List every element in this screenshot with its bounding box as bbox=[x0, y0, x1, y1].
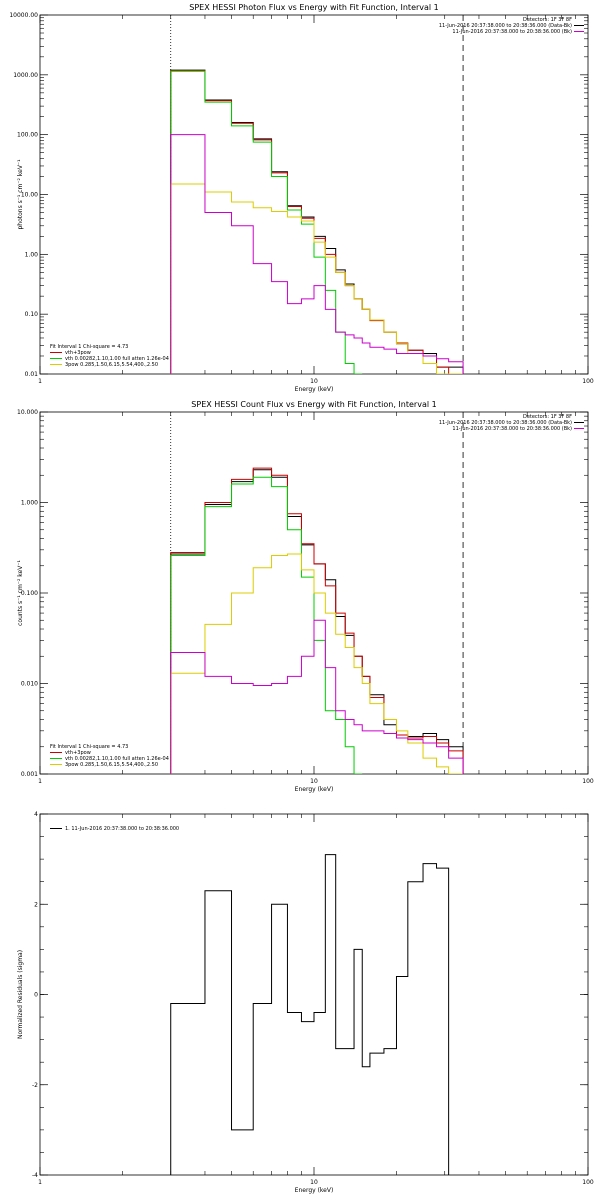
chart-2: SPEX HESSI Count Flux vs Energy with Fit… bbox=[17, 400, 594, 793]
plot-frame bbox=[39, 14, 589, 375]
y-tick-label: 1.00 bbox=[25, 251, 39, 258]
series-4-line bbox=[170, 553, 464, 774]
series-2-line bbox=[170, 467, 464, 774]
y-tick-label: 10.00 bbox=[21, 192, 38, 199]
legend-right-entry: Detectors: 1F 3F 8F bbox=[523, 414, 572, 420]
series-1-line bbox=[170, 469, 464, 774]
legend-left-entry: Fit Interval 1 Chi-square = 4.73 bbox=[50, 744, 128, 750]
plot-frame bbox=[39, 813, 589, 1176]
legend-left-entry: 1. 11-Jun-2016 20:37:38.000 to 20:38:36.… bbox=[65, 826, 179, 832]
y-tick-label: 10.000 bbox=[17, 409, 38, 416]
x-tick-label: 1 bbox=[38, 378, 42, 385]
y-axis-label: Normalized Residuals (sigma) bbox=[17, 950, 24, 1039]
x-axis-label: Energy (keV) bbox=[295, 386, 334, 393]
x-tick-label: 100 bbox=[582, 1179, 594, 1186]
legend-right-entry: 11-Jun-2016 20:37:38.000 to 20:38:36.000… bbox=[452, 29, 572, 35]
legend-right-entry: 11-Jun-2016 20:37:38.000 to 20:38:36.000… bbox=[452, 426, 572, 432]
legend-right-entry: 11-Jun-2016 20:37:38.000 to 20:38:36.000… bbox=[439, 23, 572, 29]
legend-left-entry: 3pow 0.285,1.50,6.15,5.54,400.,2.50 bbox=[65, 362, 158, 368]
series-3-line bbox=[170, 476, 363, 774]
x-tick-label: 1 bbox=[38, 778, 42, 785]
series-2-line bbox=[170, 70, 464, 374]
y-axis-label: photons s⁻¹ cm⁻² keV⁻¹ bbox=[17, 159, 24, 230]
chart-1: SPEX HESSI Photon Flux vs Energy with Fi… bbox=[9, 3, 594, 393]
series-4-line bbox=[170, 183, 464, 374]
chart-3: 1 10 100 Energy (keV) -4 -2 0 2 4 Normalized Resi… bbox=[17, 811, 594, 1194]
plot-area bbox=[170, 15, 464, 374]
x-tick-label: 10 bbox=[310, 778, 318, 785]
plot-area bbox=[170, 854, 450, 1175]
x-tick-label: 1 bbox=[38, 1179, 42, 1186]
legend-left-entry: vth 0.00282,1.10,1.00 full atten 1.26e-0… bbox=[65, 356, 169, 362]
x-axis-label: Energy (keV) bbox=[295, 786, 334, 793]
legend-left-entry: vth 0.00282,1.10,1.00 full atten 1.26e-0… bbox=[65, 756, 169, 762]
legend-right-entry: Detectors: 1F 3F 8F bbox=[523, 17, 572, 23]
y-tick-label: 0.01 bbox=[25, 371, 39, 378]
x-tick-label: 10 bbox=[310, 1179, 318, 1186]
plot-area bbox=[170, 412, 464, 774]
y-tick-label: -4 bbox=[32, 1172, 38, 1179]
y-tick-label: 1000.00 bbox=[13, 72, 38, 79]
y-tick-label: 0.001 bbox=[21, 771, 38, 778]
x-tick-label: 100 bbox=[582, 778, 594, 785]
series-1-line bbox=[170, 69, 464, 374]
series-3-line bbox=[170, 70, 363, 374]
series-5-line bbox=[170, 134, 464, 374]
legend-left-entry: vth+3pow bbox=[65, 350, 91, 356]
y-axis-label: counts s⁻¹ cm⁻² keV⁻¹ bbox=[17, 560, 24, 626]
legend-left-entry: 3pow 0.285,1.50,6.15,5.54,400.,2.50 bbox=[65, 762, 158, 768]
x-axis-label: Energy (keV) bbox=[295, 1187, 334, 1194]
legend-left-entry: Fit Interval 1 Chi-square = 4.73 bbox=[50, 344, 128, 350]
chart-title: SPEX HESSI Photon Flux vs Energy with Fi… bbox=[189, 3, 439, 12]
y-tick-label: 0.100 bbox=[21, 590, 38, 597]
legend-right-entry: 11-Jun-2016 20:37:38.000 to 20:38:36.000… bbox=[439, 420, 572, 426]
series-5-line bbox=[170, 619, 464, 774]
y-tick-label: 0.10 bbox=[25, 311, 39, 318]
x-tick-label: 100 bbox=[582, 378, 594, 385]
y-tick-label: 1.000 bbox=[21, 500, 38, 507]
legend-left-entry: vth+3pow bbox=[65, 750, 91, 756]
series-1-line bbox=[170, 854, 450, 1175]
y-tick-label: 100.00 bbox=[17, 132, 38, 139]
y-tick-label: 4 bbox=[34, 811, 38, 818]
y-tick-label: 0.010 bbox=[21, 681, 38, 688]
y-tick-label: 2 bbox=[34, 901, 38, 908]
x-tick-label: 10 bbox=[310, 378, 318, 385]
y-tick-label: 10000.00 bbox=[9, 12, 38, 19]
chart-title: SPEX HESSI Count Flux vs Energy with Fit… bbox=[191, 400, 436, 409]
y-tick-label: -2 bbox=[32, 1082, 38, 1089]
y-tick-label: 0 bbox=[34, 992, 38, 999]
